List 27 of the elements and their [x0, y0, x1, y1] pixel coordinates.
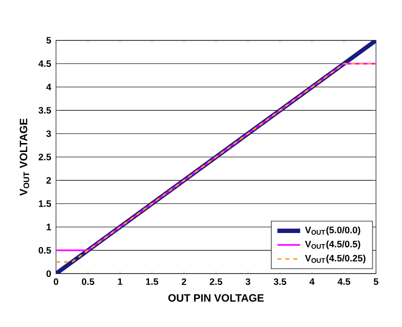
x-tick-label: 4 — [310, 278, 315, 285]
y-tick-label: 3 — [46, 130, 51, 137]
legend-label: V$_{OUT}$(5.0/0.0) — [305, 226, 360, 236]
x-tick-label: 5 — [374, 278, 378, 285]
x-tick-label: 3.5 — [274, 278, 286, 285]
x-tick-label: 0 — [54, 278, 58, 285]
y-tick-label: 4.5 — [38, 60, 52, 67]
y-tick-label: 2.5 — [38, 154, 52, 160]
y-tick-label: 2 — [46, 177, 51, 184]
x-axis-title: OUT PIN VOLTAGE — [168, 294, 264, 302]
x-tick-label: 1.5 — [146, 278, 158, 285]
y-tick-label: 3.5 — [38, 107, 52, 114]
legend-label: V$_{OUT}$(4.5/0.25) — [305, 254, 366, 264]
y-tick-label: 4 — [46, 84, 52, 90]
y-axis-title: V$_{OUT}$ VOLTAGE — [20, 118, 30, 196]
x-tick-label: 1 — [118, 278, 122, 285]
y-tick-label: 5 — [46, 37, 52, 44]
x-tick-label: 2 — [182, 278, 186, 285]
x-tick-label: 3 — [246, 278, 250, 285]
y-tick-label: 0.5 — [38, 247, 52, 254]
y-tick-label: 1.5 — [38, 200, 52, 207]
y-tick-label: 1 — [46, 224, 52, 230]
legend-label: V$_{OUT}$(4.5/0.5) — [305, 240, 360, 250]
x-tick-label: 4.5 — [338, 278, 350, 285]
y-tick-label: 0 — [46, 270, 51, 277]
x-tick-label: 0.5 — [82, 278, 94, 285]
x-tick-label: 2.5 — [210, 278, 222, 285]
